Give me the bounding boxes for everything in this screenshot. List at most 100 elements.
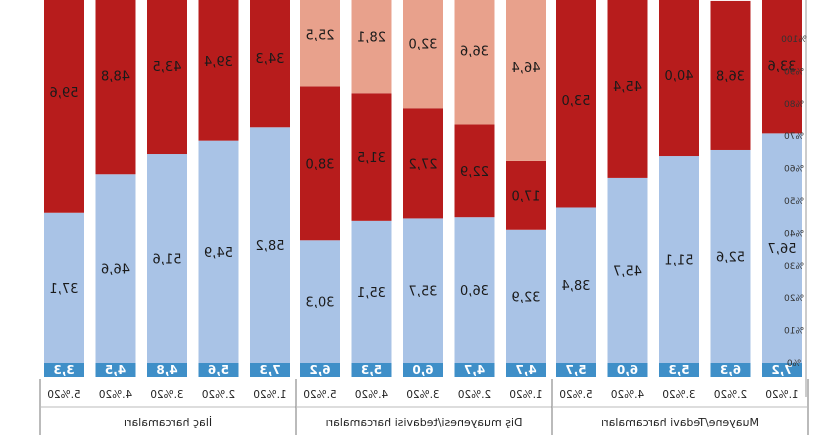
category-label-2-1: 4.%20 xyxy=(611,389,644,401)
y-tick-label-3: %30 xyxy=(784,262,804,272)
light-blue-label-1-4: 32,9 xyxy=(512,290,541,305)
dark-red-label-0-4: 34,3 xyxy=(256,52,285,67)
dark-red-bar-2-2 xyxy=(659,0,699,157)
base-band-label-1-3: 4,7 xyxy=(464,363,485,377)
light-blue-label-0-2: 51,6 xyxy=(153,253,182,268)
dark-red-bar-0-4 xyxy=(250,0,290,128)
y-tick-label-7: %70 xyxy=(784,132,804,142)
light-red-label-1-1: 28,1 xyxy=(357,30,386,45)
y-tick-label-6: %60 xyxy=(784,165,804,175)
base-band-bar-1-2 xyxy=(403,363,443,377)
light-blue-label-1-1: 35,1 xyxy=(357,286,386,301)
y-tick-label-1: %10 xyxy=(784,327,804,337)
light-blue-bar-2-1 xyxy=(607,177,648,363)
light-blue-label-1-3: 36,0 xyxy=(460,284,489,299)
base-band-bar-0-4 xyxy=(250,363,290,377)
base-band-bar-1-1 xyxy=(351,363,392,377)
dark-red-label-1-1: 31,5 xyxy=(357,151,386,166)
light-blue-bar-1-3 xyxy=(454,217,495,363)
base-band-label-2-1: 6,0 xyxy=(617,363,638,377)
category-label-2-4: 1.%20 xyxy=(765,389,798,401)
dark-red-label-0-0: 59,6 xyxy=(50,86,79,101)
light-blue-bar-2-2 xyxy=(659,156,699,363)
dark-red-label-2-1: 45,4 xyxy=(613,80,642,95)
base-band-bar-2-1 xyxy=(607,363,648,377)
dark-red-bar-0-3 xyxy=(198,0,239,141)
y-tick-label-5: %50 xyxy=(784,197,804,207)
base-band-bar-1-4 xyxy=(506,363,546,377)
light-red-label-1-3: 36,6 xyxy=(460,44,489,59)
category-label-2-3: 2.%20 xyxy=(714,389,747,401)
dark-red-label-1-0: 38,0 xyxy=(306,157,335,172)
dark-red-label-1-2: 27,2 xyxy=(409,157,438,172)
dark-red-label-2-0: 53,0 xyxy=(562,94,591,109)
category-label-1-1: 4.%20 xyxy=(355,389,388,401)
base-band-label-0-3: 5,6 xyxy=(208,363,229,377)
dark-red-label-2-2: 40,0 xyxy=(665,69,694,84)
dark-red-bar-0-0 xyxy=(44,0,84,213)
light-blue-label-0-3: 54,9 xyxy=(204,246,233,261)
light-blue-label-2-1: 45,7 xyxy=(613,264,642,279)
light-red-bar-1-4 xyxy=(506,0,546,161)
light-red-bar-1-3 xyxy=(454,0,495,125)
y-tick-label-0: %0 xyxy=(787,359,802,369)
light-blue-bar-1-4 xyxy=(506,229,546,363)
light-blue-label-2-3: 52,6 xyxy=(716,250,745,265)
dark-red-label-1-3: 22,9 xyxy=(460,165,489,180)
base-band-label-1-1: 5,3 xyxy=(361,363,382,377)
base-band-bar-0-2 xyxy=(147,363,187,377)
category-label-1-4: 1.%20 xyxy=(509,389,542,401)
base-band-label-2-3: 6,3 xyxy=(720,363,741,377)
light-blue-bar-0-3 xyxy=(198,140,239,363)
base-band-label-1-4: 4,7 xyxy=(515,363,536,377)
light-blue-bar-0-4 xyxy=(250,127,290,363)
base-band-label-1-0: 6,2 xyxy=(309,363,330,377)
light-blue-label-0-4: 58,2 xyxy=(256,239,285,254)
dark-red-label-0-3: 39,4 xyxy=(204,55,233,70)
dark-red-bar-1-4 xyxy=(506,160,546,230)
category-label-1-0: 5.%20 xyxy=(303,389,336,401)
dark-red-bar-2-1 xyxy=(607,0,648,178)
light-blue-bar-2-4 xyxy=(762,133,802,363)
category-label-0-3: 2.%20 xyxy=(202,389,235,401)
category-label-0-2: 3.%20 xyxy=(150,389,183,401)
light-blue-label-2-2: 51,1 xyxy=(665,254,694,269)
dark-red-bar-2-4 xyxy=(762,0,802,134)
dark-red-bar-2-3 xyxy=(710,0,751,150)
light-blue-bar-2-0 xyxy=(556,207,596,363)
dark-red-label-0-1: 48,8 xyxy=(101,69,130,84)
dark-red-bar-1-1 xyxy=(351,93,392,221)
dark-red-label-2-4: 33,6 xyxy=(768,59,797,74)
category-label-1-2: 3.%20 xyxy=(406,389,439,401)
light-blue-label-1-0: 30,3 xyxy=(306,296,335,311)
group-label-0: İlaç harcamaları xyxy=(124,416,212,429)
base-band-label-0-0: 3,3 xyxy=(53,363,74,377)
base-band-label-0-2: 4,8 xyxy=(156,363,177,377)
light-red-bar-1-2 xyxy=(403,0,443,109)
light-blue-label-0-0: 37,1 xyxy=(50,282,79,297)
base-band-bar-1-0 xyxy=(300,363,340,377)
base-band-bar-0-0 xyxy=(44,363,84,377)
base-band-bar-0-3 xyxy=(198,363,239,377)
light-red-label-1-0: 25,5 xyxy=(306,29,335,44)
category-label-2-0: 5.%20 xyxy=(559,389,592,401)
group-label-2: Muayene/Tedavi harcamaları xyxy=(601,416,759,429)
base-band-label-0-4: 7,3 xyxy=(259,363,280,377)
light-blue-bar-0-2 xyxy=(147,154,187,363)
base-band-bar-2-2 xyxy=(659,363,699,377)
light-blue-bar-1-1 xyxy=(351,220,392,363)
light-red-bar-1-0 xyxy=(300,0,340,87)
dark-red-label-0-2: 43,5 xyxy=(153,60,182,75)
base-band-bar-2-4 xyxy=(762,363,802,377)
light-blue-bar-1-0 xyxy=(300,240,340,363)
light-blue-bar-1-2 xyxy=(403,218,443,363)
dark-red-bar-0-2 xyxy=(147,0,187,155)
light-red-bar-1-1 xyxy=(351,0,392,94)
category-label-1-3: 2.%20 xyxy=(458,389,491,401)
base-band-label-2-4: 7,2 xyxy=(771,363,792,377)
light-blue-bar-0-0 xyxy=(44,212,84,363)
base-band-bar-1-3 xyxy=(454,363,495,377)
dark-red-bar-1-0 xyxy=(300,86,340,241)
dark-red-bar-2-0 xyxy=(556,0,596,208)
